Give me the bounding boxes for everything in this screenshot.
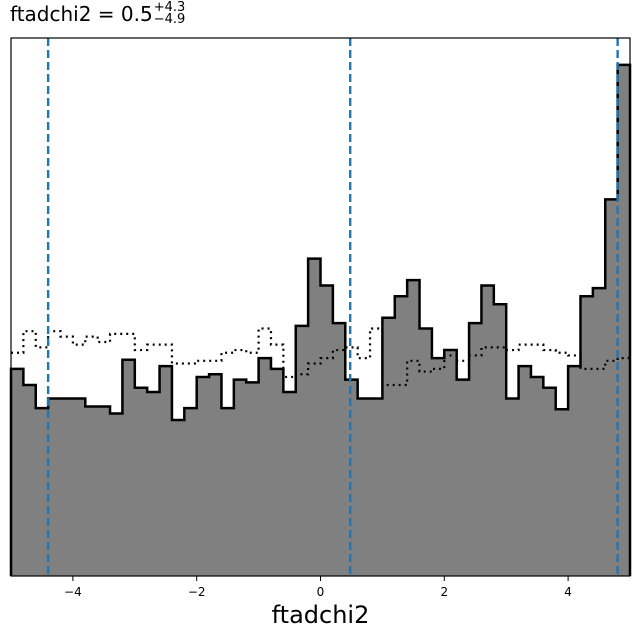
x-tick-label: 0 (317, 585, 325, 599)
histogram-bar (555, 409, 569, 576)
title-errors: +4.3 −4.9 (153, 0, 186, 27)
histogram-bar (419, 328, 433, 576)
x-axis-label: ftadchi2 (272, 601, 370, 629)
series-2 (11, 327, 630, 387)
histogram-bar (493, 304, 507, 576)
histogram-bar (518, 366, 532, 576)
histogram-bar (481, 285, 495, 576)
x-tick-label: 4 (564, 585, 572, 599)
histogram-bar (357, 398, 371, 576)
histogram-bar (258, 358, 272, 576)
histogram-bar (246, 382, 259, 576)
histogram-bar (48, 398, 61, 576)
histogram-bar (444, 350, 458, 576)
histogram-bar (431, 358, 445, 576)
histogram-bar (159, 366, 173, 576)
series-layer (9, 63, 632, 577)
histogram-bar (11, 368, 24, 576)
histogram-bar (270, 368, 284, 576)
histogram-bar (122, 359, 136, 576)
histogram-bar (308, 258, 321, 576)
title-lower: −4.9 (153, 11, 186, 27)
title-upper: +4.3 (153, 0, 186, 15)
histogram-bar (85, 406, 99, 576)
histogram-bar (209, 374, 222, 576)
histogram-bar (134, 387, 148, 576)
histogram-bar (72, 398, 86, 576)
histogram-bar (184, 408, 198, 576)
histogram-bar (35, 408, 49, 576)
histogram-outline (9, 63, 632, 576)
histogram-bar (320, 285, 334, 576)
histogram-bar (23, 385, 37, 576)
vline-layer (46, 38, 619, 576)
histogram-bar (407, 280, 420, 576)
x-tick-label: −2 (188, 585, 206, 599)
histogram-bar (97, 406, 111, 576)
x-tick-label: −4 (64, 585, 82, 599)
histogram-bar (60, 398, 74, 576)
histogram-bar (233, 379, 247, 576)
histogram-bar (592, 288, 606, 576)
histogram-bar (456, 379, 470, 576)
histogram-bar (580, 296, 594, 576)
histogram-bar (530, 376, 544, 576)
histogram-bar (394, 296, 408, 576)
histogram-bar (332, 323, 346, 576)
histogram-bar (370, 398, 383, 576)
histogram-bar (617, 64, 631, 577)
histogram-bar (568, 366, 581, 576)
histogram-bar (171, 419, 185, 576)
histogram-bar (221, 408, 235, 576)
histogram-bar (605, 199, 619, 576)
histogram-dotted-outline (11, 327, 630, 387)
histogram-bar (295, 325, 309, 576)
histogram-bar (196, 376, 210, 576)
histogram-bar (283, 392, 297, 576)
title-param: ftadchi2 (10, 2, 92, 26)
chart-title: ftadchi2 = 0.5 +4.3 −4.9 (10, 0, 186, 27)
histogram-bar (506, 398, 519, 576)
title-median: 0.5 (120, 2, 153, 26)
x-axis-ticks: −4 −2 0 2 4 (64, 576, 572, 599)
series-1 (9, 63, 632, 577)
histogram-bar (110, 413, 123, 576)
x-tick-label: 2 (440, 585, 448, 599)
histogram-bar (469, 323, 482, 576)
histogram-bar (543, 387, 557, 576)
histogram-bar (147, 392, 160, 576)
histogram-bar (382, 317, 396, 576)
histogram-bar (345, 379, 359, 576)
